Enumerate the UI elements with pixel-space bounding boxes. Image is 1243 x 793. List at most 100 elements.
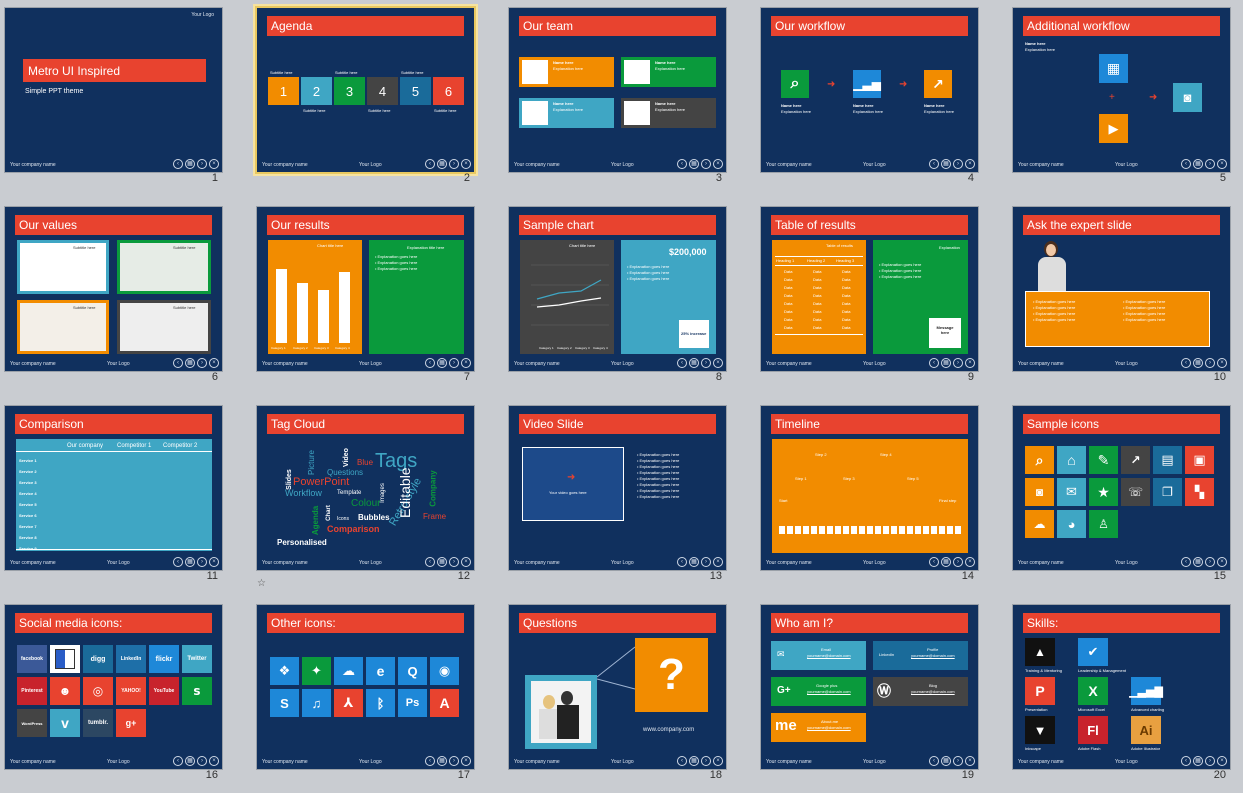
flickr-icon: flickr: [149, 645, 179, 673]
photo-icon: ◙: [1173, 83, 1202, 112]
slide-number: 10: [1213, 371, 1226, 383]
close-icon: ×: [209, 557, 219, 567]
agenda-item-4: 4: [367, 77, 398, 105]
reddit-icon: ☻: [50, 677, 80, 705]
star-icon[interactable]: ☆: [257, 578, 266, 589]
timeline-step: Step 4: [880, 452, 892, 457]
slide-title: Our results: [267, 215, 464, 235]
aboutme-icon: me: [775, 717, 797, 734]
category-label: Category 4: [335, 346, 350, 350]
bullet: • Explanation goes here • Explanation goe…: [1033, 299, 1076, 322]
slide-title: Comparison: [15, 414, 212, 434]
slide-20-canvas: Skills: ▲ Training & Mentoring ✔ Leaders…: [1013, 605, 1230, 769]
agenda-subtitle: Subtitle here: [335, 70, 358, 75]
workflow-name: Name here: [781, 103, 802, 108]
value-subtitle: Subtitle here: [173, 305, 196, 310]
tag-word: Video: [342, 448, 350, 467]
skype-icon: S: [270, 689, 299, 717]
tag-word: Slides: [285, 469, 293, 490]
slide-thumbnail-13[interactable]: Video Slide ➜ Your video goes here • Exp…: [504, 398, 756, 597]
stumble-icon: ꜱ: [182, 677, 212, 705]
company-name: Your company name: [10, 759, 56, 765]
slide-thumbnail-19[interactable]: Who am I? ✉ Email yourname@domain.com Li…: [756, 597, 1008, 793]
table-heading: Heading 3: [836, 258, 855, 263]
slide-thumbnail-1[interactable]: Your Logo Metro UI Inspired Simple PPT t…: [0, 0, 252, 199]
close-icon: ×: [461, 756, 471, 766]
slide-thumbnail-15[interactable]: Sample icons ⌕ ⌂ ✎ ↗ ▤ ▣ ◙ ✉ ★ ☏ ❐ ▚ ☁ ◕…: [1008, 398, 1243, 597]
slide-thumbnail-12[interactable]: Tag Cloud Tags Slides Picture Video Blue…: [252, 398, 504, 597]
logo-text: Your Logo: [1115, 361, 1138, 367]
slide-thumbnail-4[interactable]: Our workflow ⌕ ➜ ▁▃▅ ➜ ↗ Name here Expla…: [756, 0, 1008, 199]
close-icon: ×: [1217, 756, 1227, 766]
agenda-subtitle: Subtitle here: [434, 108, 457, 113]
inkscape-icon: ▼: [1025, 716, 1055, 744]
yahoo-icon: YAHOO!: [116, 677, 146, 705]
slide-title: Additional workflow: [1023, 16, 1220, 36]
company-name: Your company name: [766, 162, 812, 168]
workflow-name: Name here: [924, 103, 945, 108]
slide-thumbnail-14[interactable]: Timeline Start Step 1 Step 2 Step 3 Step…: [756, 398, 1008, 597]
value-photo: [117, 240, 211, 294]
workflow-expl: Explanation here: [1025, 47, 1056, 52]
slide-thumbnail-5[interactable]: Additional workflow Name here Explanatio…: [1008, 0, 1243, 199]
block-label: About.me: [821, 719, 839, 724]
grid-icon: ▦: [689, 358, 699, 368]
folder-add-icon: ▣: [1185, 446, 1214, 474]
slide-thumbnail-6[interactable]: Our values Subtitle here Subtitle here S…: [0, 199, 252, 398]
company-name: Your company name: [1018, 162, 1064, 168]
workflow-expl: Explanation here: [924, 109, 955, 114]
slide-thumbnail-16[interactable]: Social media icons: facebook digg Linked…: [0, 597, 252, 793]
back-icon: ‹: [929, 557, 939, 567]
slide-title: Tag Cloud: [267, 414, 464, 434]
slide-thumbnail-20[interactable]: Skills: ▲ Training & Mentoring ✔ Leaders…: [1008, 597, 1243, 793]
home-icon: ⌂: [1057, 446, 1086, 474]
block-link[interactable]: yourname@domain.com: [807, 689, 851, 694]
bullet: • Explanation goes here • Explanation goe…: [1123, 299, 1166, 322]
agenda-item-5: 5: [400, 77, 431, 105]
next-icon: ›: [701, 159, 711, 169]
slide-thumbnail-10[interactable]: Ask the expert slide • Explanation goes …: [1008, 199, 1243, 398]
company-name: Your company name: [262, 162, 308, 168]
slide-thumbnail-8[interactable]: Sample chart Chart title here Category 1…: [504, 199, 756, 398]
video-placeholder[interactable]: [522, 447, 624, 521]
search-icon: ⌕: [1025, 446, 1054, 474]
team-expl: Explanation here: [553, 66, 584, 71]
nav-buttons: ‹ ▦ › ×: [1181, 557, 1227, 567]
col-header: Competitor 2: [163, 443, 198, 449]
grid-icon: ▦: [941, 159, 951, 169]
col-header: Competitor 1: [117, 443, 152, 449]
block-link[interactable]: yourname@domain.com: [911, 653, 955, 658]
slide-4-canvas: Our workflow ⌕ ➜ ▁▃▅ ➜ ↗ Name here Expla…: [761, 8, 978, 172]
illustrator-icon: Ai: [1131, 716, 1161, 744]
slide-thumbnail-11[interactable]: Comparison Our company Competitor 1 Comp…: [0, 398, 252, 597]
logo-text: Your Logo: [107, 560, 130, 566]
google-plus-icon: G+: [777, 685, 791, 696]
block-link[interactable]: yourname@domain.com: [807, 725, 851, 730]
skill-label: Adobe Flash: [1078, 746, 1101, 751]
video-icon: ▶: [1099, 114, 1128, 143]
slide-title: Sample icons: [1023, 414, 1220, 434]
agenda-subtitle: Subtitle here: [270, 70, 293, 75]
slide-thumbnail-18[interactable]: Questions ? www.company.com Your company…: [504, 597, 756, 793]
workflow-expl: Explanation here: [781, 109, 812, 114]
slide-thumbnail-7[interactable]: Our results Chart title here Category 1 …: [252, 199, 504, 398]
grid-icon: ▦: [941, 358, 951, 368]
slide-thumbnail-9[interactable]: Table of results Table of results Headin…: [756, 199, 1008, 398]
logo-text: Your Logo: [1115, 162, 1138, 168]
block-link[interactable]: yourname@domain.com: [807, 653, 851, 658]
tag-word: Icons: [337, 516, 349, 522]
slide-thumbnail-17[interactable]: Other icons: ❖ ✦ ☁ e Q ◉ S ♫ ⅄ ᛒ Ps A Yo…: [252, 597, 504, 793]
slide-3-canvas: Our team Name here Explanation here Name…: [509, 8, 726, 172]
block-link[interactable]: yourname@domain.com: [911, 689, 955, 694]
next-icon: ›: [449, 756, 459, 766]
company-name: Your company name: [262, 759, 308, 765]
slide-thumbnail-3[interactable]: Our team Name here Explanation here Name…: [504, 0, 756, 199]
pdf-icon: ⅄: [334, 689, 363, 717]
timeline-step: Final step: [939, 498, 957, 503]
search-icon: ⌕: [781, 70, 809, 98]
slide-thumbnail-2[interactable]: Agenda 1 2 3 4 5 6 Subtitle here Subtitl…: [252, 0, 504, 199]
skill-label: Microsoft Excel: [1078, 707, 1106, 712]
nav-buttons: ‹ ▦ › ×: [1181, 756, 1227, 766]
team-name: Name here: [553, 60, 574, 65]
